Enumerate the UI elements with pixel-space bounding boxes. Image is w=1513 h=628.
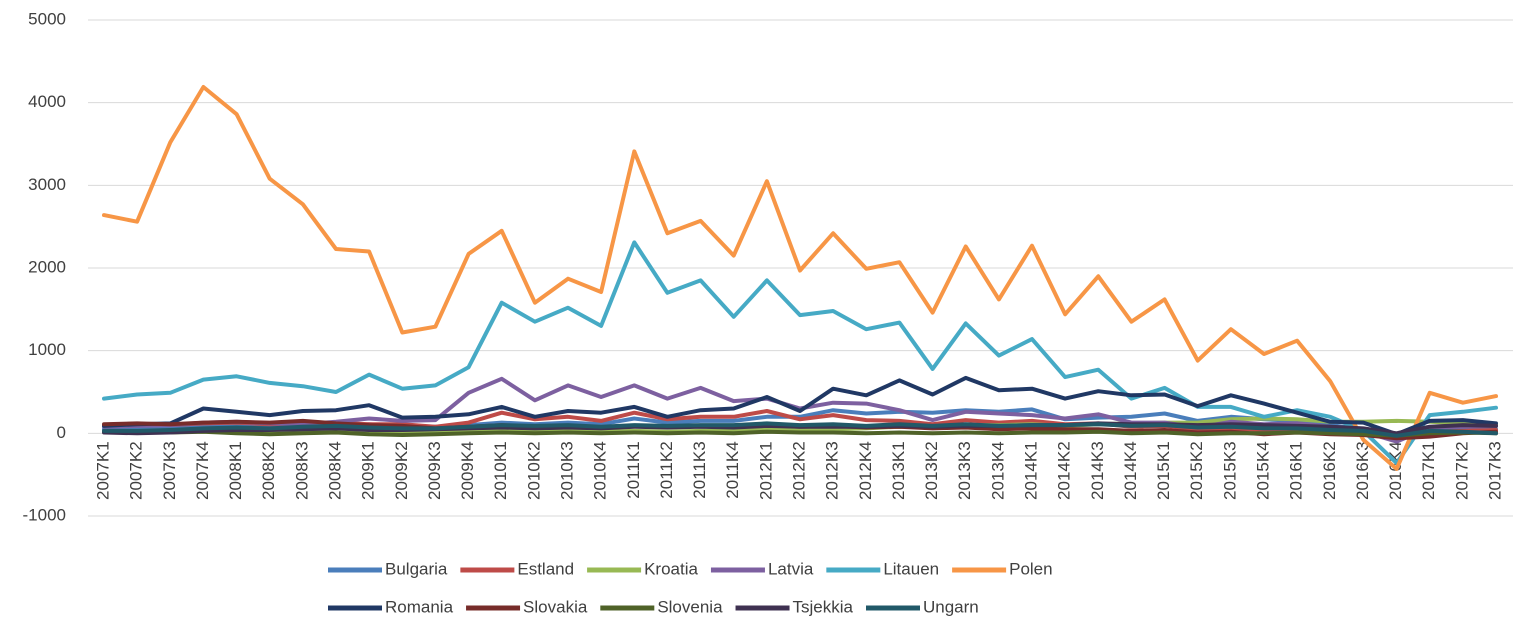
x-tick-label: 2007K2 [127,441,146,500]
x-tick-label: 2007K4 [193,441,212,500]
x-tick-label: 2014K1 [1021,441,1040,500]
y-tick-label: 2000 [28,257,66,276]
x-tick-label: 2014K2 [1055,441,1074,500]
x-tick-label: 2011K3 [690,441,709,498]
x-tick-label: 2010K1 [491,441,510,500]
x-tick-label: 2012K2 [789,441,808,500]
series-line [102,85,1498,471]
y-tick-label: 4000 [28,92,66,111]
x-tick-label: 2016K4 [1386,441,1405,500]
x-tick-label: 2015K4 [1253,441,1272,500]
y-tick-label: 0 [57,423,66,442]
series-line [102,240,1498,466]
y-tick-label: 3000 [28,175,66,194]
x-tick-label: 2008K3 [292,441,311,500]
legend-label: Litauen [883,559,939,578]
series-line [102,421,1498,438]
x-tick-label: 2013K4 [988,441,1007,500]
x-tick-label: 2011K2 [657,441,676,498]
y-tick-label: 1000 [28,340,66,359]
legend-label: Bulgaria [385,559,448,578]
x-tick-label: 2008K4 [325,441,344,500]
x-tick-label: 2008K1 [226,441,245,500]
x-tick-label: 2015K1 [1154,441,1173,500]
x-tick-label: 2017K2 [1452,441,1471,500]
x-tick-label: 2010K4 [591,441,610,500]
y-tick-label: -1000 [23,505,66,524]
legend-label: Latvia [768,559,814,578]
legend-label: Kroatia [644,559,698,578]
legend-label: Polen [1009,559,1052,578]
x-tick-label: 2009K4 [458,441,477,500]
x-tick-label: 2007K1 [93,441,112,500]
x-tick-label: 2009K1 [359,441,378,500]
legend-label: Estland [517,559,574,578]
x-tick-label: 2011K4 [723,441,742,498]
x-tick-label: 2010K2 [524,441,543,500]
x-tick-label: 2015K3 [1220,441,1239,500]
x-tick-label: 2013K3 [955,441,974,500]
legend-label: Romania [385,597,454,616]
x-tick-label: 2017K3 [1485,441,1504,500]
x-tick-label: 2008K2 [259,441,278,500]
legend-label: Slovenia [657,597,723,616]
x-tick-label: 2014K3 [1088,441,1107,500]
x-tick-label: 2016K1 [1287,441,1306,500]
x-tick-label: 2017K1 [1419,441,1438,500]
series-line [102,375,1498,437]
x-tick-label: 2010K3 [557,441,576,500]
x-tick-label: 2011K1 [624,441,643,498]
x-tick-label: 2012K4 [856,441,875,500]
x-tick-label: 2014K4 [1121,441,1140,500]
x-tick-label: 2013K2 [922,441,941,500]
x-tick-label: 2009K2 [392,441,411,500]
x-tick-label: 2016K2 [1320,441,1339,500]
x-tick-label: 2015K2 [1187,441,1206,500]
x-tick-label: 2013K1 [889,441,908,500]
x-tick-label: 2012K3 [823,441,842,500]
legend-label: Ungarn [923,597,979,616]
x-tick-label: 2007K3 [160,441,179,500]
legend-label: Tsjekkia [793,597,854,616]
legend-label: Slovakia [523,597,588,616]
y-tick-label: 5000 [28,9,66,28]
series-line [102,429,1498,438]
x-tick-label: 2016K3 [1353,441,1372,500]
x-tick-label: 2012K1 [756,441,775,500]
x-tick-label: 2009K3 [425,441,444,500]
